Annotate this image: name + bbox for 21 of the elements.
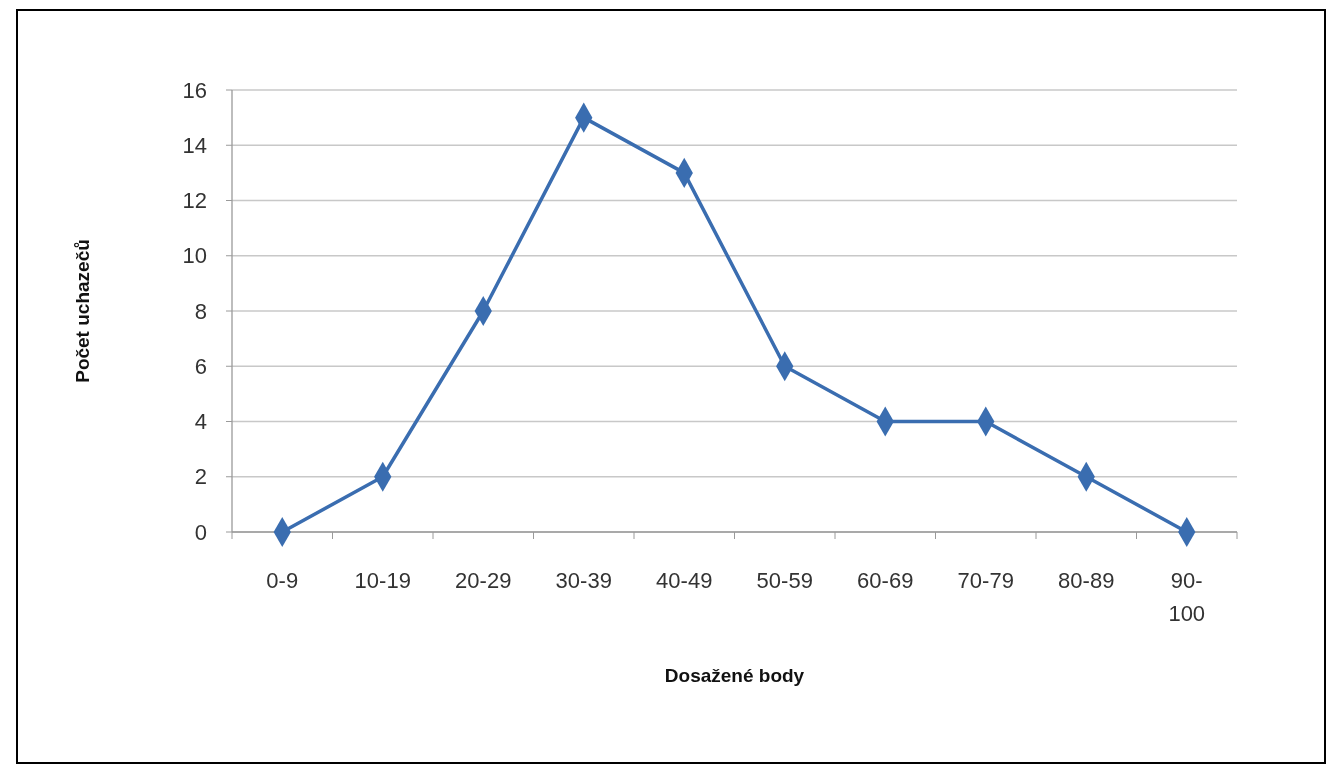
y-tick-label: 10 bbox=[182, 243, 207, 269]
y-tick-label: 6 bbox=[194, 353, 207, 379]
y-tick-label: 16 bbox=[182, 77, 207, 103]
x-tick-label: 90-100 bbox=[1168, 568, 1206, 626]
y-tick-label: 14 bbox=[182, 132, 207, 158]
x-tick-label: 20-29 bbox=[455, 568, 512, 593]
x-tick-label: 50-59 bbox=[756, 568, 813, 593]
x-tick-label: 60-69 bbox=[857, 568, 914, 593]
y-axis-title: Počet uchazečů bbox=[72, 239, 93, 383]
x-tick-label: 40-49 bbox=[656, 568, 713, 593]
x-tick-label: 30-39 bbox=[555, 568, 612, 593]
x-tick-label: 10-19 bbox=[354, 568, 411, 593]
x-tick-label: 70-79 bbox=[957, 568, 1014, 593]
x-tick-label: 80-89 bbox=[1058, 568, 1115, 593]
y-tick-label: 8 bbox=[194, 298, 207, 324]
y-tick-label: 0 bbox=[194, 519, 207, 545]
x-axis-title: Dosažené body bbox=[664, 665, 805, 686]
x-tick-label: 0-9 bbox=[266, 568, 299, 593]
y-tick-label: 4 bbox=[194, 409, 207, 435]
y-tick-label: 12 bbox=[182, 188, 207, 214]
y-tick-label: 2 bbox=[194, 464, 207, 490]
